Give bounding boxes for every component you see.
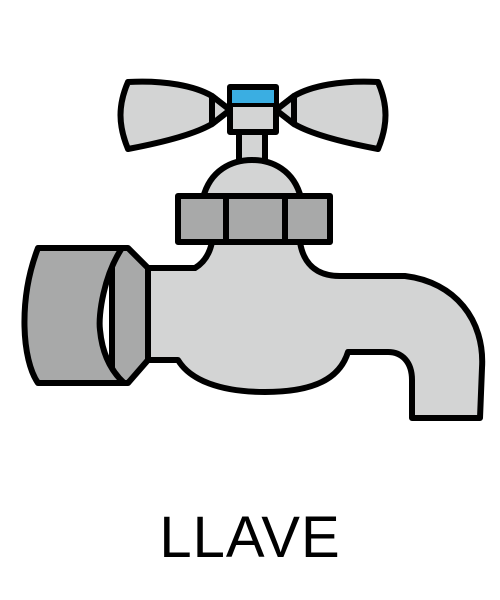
hex-nut [175, 193, 333, 245]
bonnet-dome [200, 157, 304, 201]
inlet-taper [109, 245, 151, 386]
handle-left-wing [117, 78, 233, 152]
faucet-body [135, 239, 486, 421]
cold-water-indicator [232, 90, 274, 104]
handle-left-inner [209, 93, 233, 127]
handle-right-inner [273, 93, 297, 127]
handle-right-wing [273, 78, 389, 152]
inlet-coupling [21, 245, 127, 386]
caption-label: LLAVE [159, 505, 341, 570]
